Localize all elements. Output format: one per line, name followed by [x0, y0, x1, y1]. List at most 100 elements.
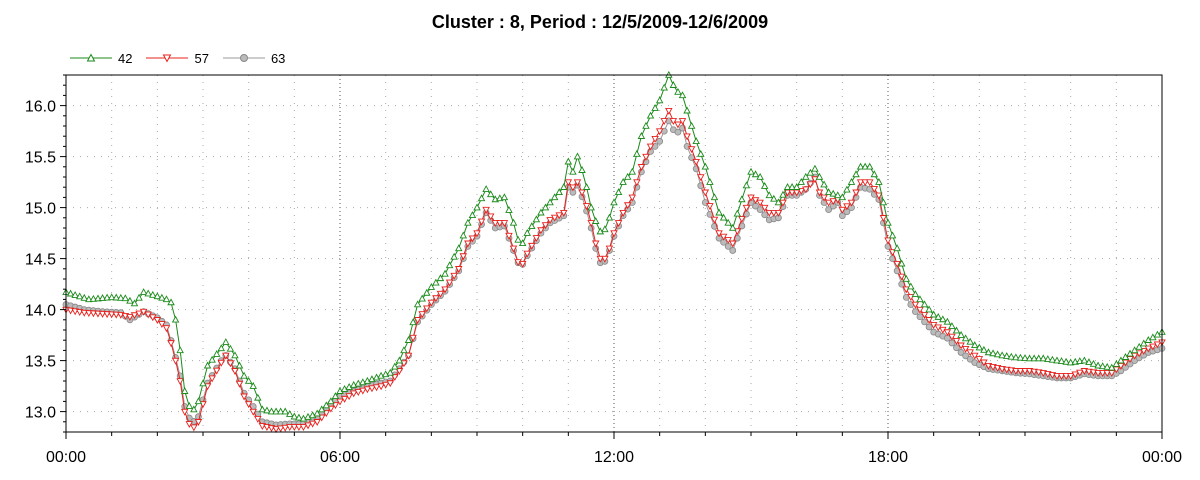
point-57 — [80, 309, 89, 317]
point-57 — [126, 313, 134, 321]
y-tick-label: 15.5 — [25, 150, 56, 167]
point-57 — [1066, 373, 1075, 381]
point-57 — [779, 199, 787, 207]
point-42 — [139, 288, 148, 296]
chart-title: Cluster : 8, Period : 12/5/2009-12/6/200… — [431, 12, 769, 32]
point-57 — [920, 311, 929, 319]
point-42 — [89, 294, 98, 302]
point-42 — [322, 401, 331, 409]
series-line-57 — [65, 109, 1163, 430]
point-42 — [1103, 362, 1111, 370]
point-57 — [687, 146, 696, 154]
point-42 — [966, 337, 974, 345]
point-42 — [1021, 354, 1029, 361]
point-57 — [454, 266, 463, 273]
point-42 — [884, 218, 892, 226]
point-57 — [582, 203, 591, 211]
point-57 — [103, 311, 111, 319]
point-42 — [432, 278, 440, 286]
point-42 — [843, 185, 851, 193]
point-42 — [710, 193, 719, 201]
point-42 — [984, 348, 993, 356]
point-42 — [715, 208, 723, 216]
point-57 — [500, 220, 509, 228]
point-42 — [555, 188, 563, 196]
point-63 — [962, 352, 970, 360]
point-42 — [509, 218, 518, 226]
point-42 — [1062, 357, 1070, 365]
point-42 — [706, 177, 714, 185]
point-42 — [591, 217, 600, 224]
point-63 — [729, 247, 737, 254]
point-42 — [683, 106, 691, 114]
point-42 — [98, 294, 107, 301]
point-42 — [569, 167, 577, 175]
legend-label-57: 57 — [194, 50, 209, 66]
point-57 — [856, 179, 865, 187]
point-42 — [194, 397, 203, 405]
point-42 — [605, 213, 614, 221]
point-42 — [546, 198, 554, 206]
point-42 — [532, 215, 541, 223]
point-42 — [244, 376, 253, 384]
point-57 — [820, 194, 828, 202]
point-57 — [217, 359, 226, 367]
point-57 — [783, 189, 792, 197]
point-57 — [710, 216, 719, 224]
point-57 — [418, 311, 426, 319]
y-tick-label: 16.0 — [25, 99, 56, 116]
point-42 — [971, 341, 979, 349]
point-42 — [934, 312, 942, 320]
point-42 — [1016, 353, 1025, 361]
point-57 — [728, 240, 737, 248]
point-57 — [336, 398, 344, 406]
point-57 — [870, 185, 879, 193]
point-57 — [788, 189, 796, 197]
point-42 — [1121, 353, 1130, 360]
point-57 — [701, 189, 710, 197]
point-57 — [911, 301, 920, 309]
point-42 — [847, 177, 856, 185]
point-57 — [1053, 373, 1061, 381]
point-42 — [975, 343, 984, 351]
point-57 — [231, 368, 239, 375]
point-42 — [893, 244, 901, 252]
point-57 — [802, 186, 810, 194]
point-42 — [212, 350, 221, 357]
point-57 — [916, 306, 924, 314]
point-57 — [473, 230, 481, 238]
point-57 — [299, 424, 308, 432]
point-42 — [1098, 362, 1107, 370]
point-57 — [377, 383, 385, 391]
y-tick-label: 15.0 — [25, 201, 56, 218]
point-57 — [226, 360, 235, 368]
point-42 — [71, 290, 79, 298]
point-57 — [1016, 368, 1025, 375]
point-57 — [742, 204, 751, 212]
series-63 — [62, 117, 1166, 429]
point-57 — [180, 408, 189, 416]
point-42 — [486, 190, 495, 198]
point-42 — [573, 152, 582, 160]
point-57 — [505, 232, 513, 240]
point-42 — [413, 300, 422, 308]
point-57 — [1103, 370, 1111, 377]
point-57 — [875, 192, 883, 200]
point-57 — [276, 425, 285, 433]
point-42 — [395, 356, 404, 364]
point-42 — [276, 407, 285, 415]
point-57 — [623, 202, 632, 210]
point-42 — [281, 407, 289, 415]
point-57 — [765, 209, 774, 217]
point-63 — [957, 349, 965, 356]
point-42 — [655, 96, 664, 104]
point-57 — [436, 290, 445, 298]
point-57 — [477, 218, 486, 226]
point-42 — [756, 172, 764, 180]
point-42 — [450, 252, 458, 260]
point-42 — [254, 393, 262, 401]
point-57 — [194, 419, 203, 426]
point-42 — [1039, 354, 1048, 362]
point-57 — [281, 424, 289, 432]
point-42 — [1089, 359, 1098, 367]
